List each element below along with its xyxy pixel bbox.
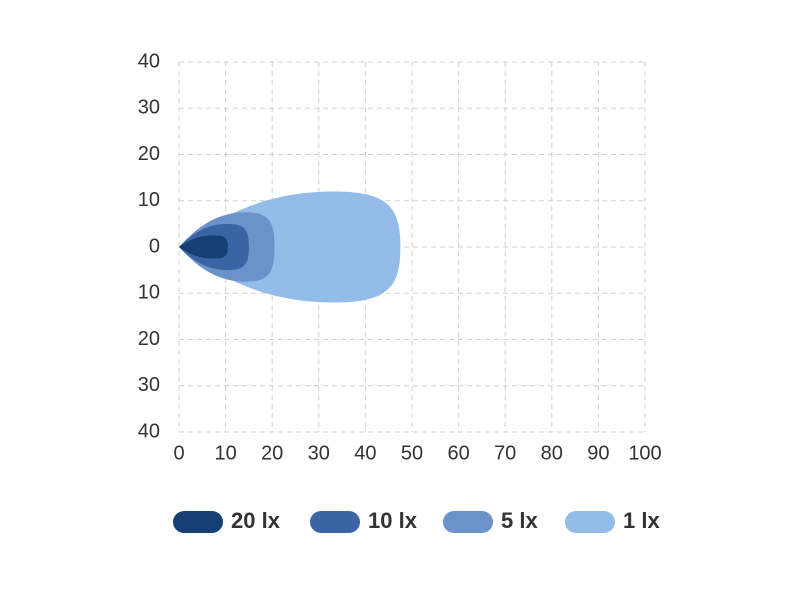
x-tick-label: 100	[628, 442, 661, 464]
x-tick-label: 10	[214, 442, 236, 464]
legend-label: 1 lx	[623, 508, 660, 533]
x-tick-label: 90	[587, 442, 609, 464]
legend-swatch	[173, 511, 223, 533]
legend-swatch	[565, 511, 615, 533]
x-tick-label: 80	[541, 442, 563, 464]
x-tick-label: 40	[354, 442, 376, 464]
legend-swatch	[443, 511, 493, 533]
y-tick-label: 30	[138, 97, 160, 119]
legend-swatch	[310, 511, 360, 533]
y-tick-label: 40	[138, 50, 160, 72]
y-tick-label: 10	[138, 282, 160, 304]
x-tick-label: 60	[447, 442, 469, 464]
x-tick-label: 30	[308, 442, 330, 464]
x-tick-label: 50	[401, 442, 423, 464]
y-tick-label: 10	[138, 189, 160, 211]
y-tick-label: 20	[138, 328, 160, 350]
y-tick-label: 0	[149, 235, 160, 257]
y-tick-label: 20	[138, 143, 160, 165]
x-tick-label: 20	[261, 442, 283, 464]
legend-label: 5 lx	[501, 508, 538, 533]
legend-label: 10 lx	[368, 508, 418, 533]
y-tick-label: 40	[138, 420, 160, 442]
x-tick-label: 70	[494, 442, 516, 464]
beam-area	[179, 235, 228, 259]
legend-label: 20 lx	[231, 508, 281, 533]
x-tick-label: 0	[173, 442, 184, 464]
y-tick-label: 30	[138, 374, 160, 396]
